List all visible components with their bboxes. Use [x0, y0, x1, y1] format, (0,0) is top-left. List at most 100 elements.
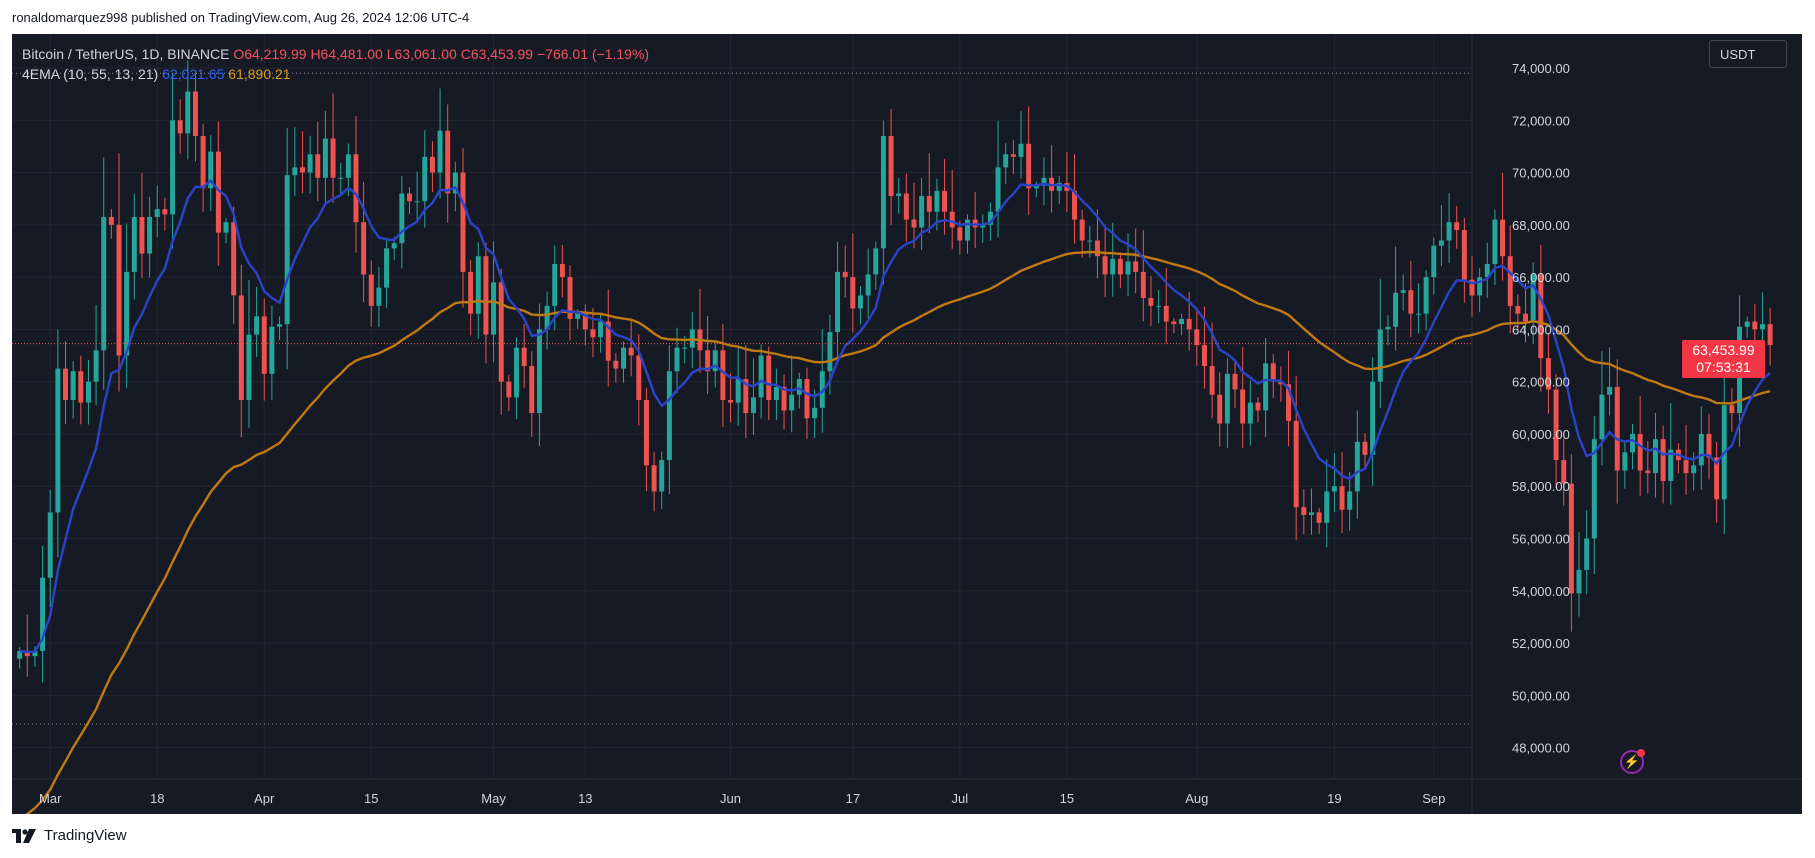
time-tick-label: May [481, 791, 506, 806]
candle-body [1110, 258, 1116, 275]
candle-body [926, 196, 932, 212]
candle-body [85, 381, 91, 403]
candle-body [773, 386, 779, 400]
candle-body [1102, 256, 1108, 275]
candle-body [888, 135, 894, 197]
candlestick-chart[interactable]: 48,000.00 50,000.00 52,000.00 54,000.00 56,0… [12, 34, 1802, 814]
candle-body [1607, 386, 1613, 395]
candle-body [949, 211, 955, 228]
footer-brand-text: TradingView [44, 827, 127, 844]
candle-body [1714, 457, 1720, 500]
bar-countdown: 07:53:31 [1696, 359, 1751, 375]
candle-body [529, 365, 535, 414]
candle-body [636, 355, 642, 400]
candle-body [1140, 271, 1146, 299]
candle-body [491, 282, 497, 335]
candle-body [277, 324, 283, 327]
candle-body [1316, 512, 1322, 523]
chart-legend: Bitcoin / TetherUS, 1D, BINANCE O64,219.… [22, 44, 649, 84]
candle-body [70, 371, 76, 400]
candle-body [1278, 381, 1284, 385]
candle-body [1079, 219, 1085, 241]
price-tick-label: 54,000.00 [1512, 584, 1570, 599]
candle-body [1698, 433, 1704, 466]
ema-slow-value: 61,890.21 [228, 66, 291, 82]
candle-body [1354, 441, 1360, 492]
candle-body [666, 371, 672, 461]
candle-body [307, 154, 313, 173]
candle-body [1324, 491, 1330, 523]
candle-body [215, 151, 221, 233]
candle-body [391, 243, 397, 249]
candle-body [980, 224, 986, 228]
candle-body [1247, 402, 1253, 424]
candle-body [651, 465, 657, 492]
candle-body [170, 120, 176, 215]
candle-body [582, 313, 588, 330]
candle-body [445, 130, 451, 194]
candle-body [338, 177, 344, 179]
candle-body [559, 264, 565, 278]
candle-body [865, 274, 871, 296]
time-tick-label: 13 [578, 791, 592, 806]
currency-button[interactable]: USDT [1709, 40, 1787, 68]
candle-body [177, 120, 183, 134]
candle-body [139, 216, 145, 254]
candle-body [1637, 433, 1643, 471]
candle-body [1492, 219, 1498, 265]
candle-body [1339, 486, 1345, 510]
candle-body [1660, 439, 1666, 481]
candle-body [40, 577, 46, 651]
candle-body [1056, 183, 1062, 191]
candle-body [965, 219, 970, 241]
candle-body [24, 650, 30, 657]
time-tick-label: Aug [1185, 791, 1208, 806]
candle-body [399, 193, 405, 244]
candle-body [468, 271, 474, 314]
candle-body [1232, 373, 1238, 390]
candle-body [246, 334, 252, 400]
candle-body [1026, 143, 1032, 189]
candle-body [330, 138, 336, 178]
candle-body [896, 193, 902, 197]
candle-body [705, 350, 711, 372]
price-tick-label: 74,000.00 [1512, 61, 1570, 76]
candle-body [789, 394, 795, 411]
candle-body [842, 271, 848, 278]
candle-body [506, 381, 512, 398]
candle-body [1400, 290, 1406, 293]
price-tick-label: 70,000.00 [1512, 166, 1570, 181]
candle-body [1599, 394, 1605, 440]
candle-body [1377, 329, 1383, 382]
candle-body [1752, 321, 1758, 330]
price-tick-label: 52,000.00 [1512, 636, 1570, 651]
candle-body [1018, 143, 1024, 157]
candle-body [1362, 441, 1368, 455]
chart-panel[interactable]: 48,000.00 50,000.00 52,000.00 54,000.00 56,0… [12, 34, 1802, 814]
candle-body [32, 650, 38, 657]
candle-body [750, 397, 756, 414]
candle-body [254, 316, 260, 335]
candle-body [299, 167, 305, 173]
candle-body [384, 248, 390, 288]
candle-body [598, 321, 604, 338]
candle-body [766, 355, 772, 400]
footer-brand: TradingView [12, 827, 127, 844]
time-tick-label: Apr [254, 791, 275, 806]
indicator-label[interactable]: 4EMA (10, 55, 13, 21) [22, 66, 159, 82]
candle-body [1477, 277, 1483, 296]
candle-body [185, 91, 191, 134]
candle-body [987, 211, 993, 225]
candle-body [376, 287, 382, 306]
symbol-label[interactable]: Bitcoin / TetherUS, 1D, BINANCE [22, 46, 230, 62]
candle-body [154, 209, 160, 217]
candle-body [1186, 318, 1192, 330]
candle-body [162, 209, 168, 215]
time-tick-label: Sep [1422, 791, 1445, 806]
candle-body [590, 329, 596, 338]
candle-body [1767, 324, 1773, 346]
candle-body [1729, 405, 1735, 414]
candle-body [116, 224, 122, 356]
lightning-icon[interactable]: ⚡ [1620, 749, 1645, 774]
time-tick-label: 17 [846, 791, 860, 806]
